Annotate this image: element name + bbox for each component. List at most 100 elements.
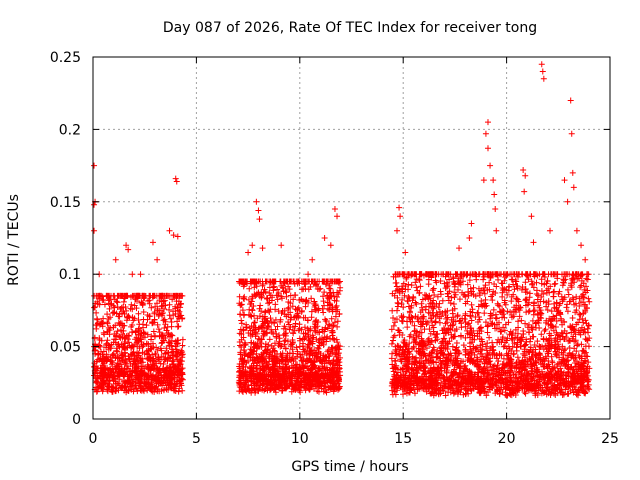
data-point xyxy=(143,322,150,329)
data-point xyxy=(164,323,171,330)
data-point xyxy=(177,300,184,307)
data-point xyxy=(247,346,254,353)
data-point xyxy=(334,323,341,330)
data-point xyxy=(236,311,243,318)
data-point xyxy=(522,320,529,327)
data-point xyxy=(271,283,278,290)
data-point xyxy=(130,317,137,324)
data-point xyxy=(300,286,307,293)
data-point xyxy=(295,304,302,311)
data-point xyxy=(107,292,114,299)
data-point xyxy=(179,371,186,378)
data-point xyxy=(255,388,262,395)
data-point xyxy=(514,354,521,361)
data-point xyxy=(305,327,312,334)
data-point xyxy=(122,379,129,386)
data-point xyxy=(536,325,543,332)
data-point xyxy=(484,329,491,336)
data-point xyxy=(267,386,274,393)
data-point xyxy=(138,299,145,306)
data-point xyxy=(101,301,108,308)
data-point xyxy=(300,314,307,321)
data-point xyxy=(93,309,100,316)
data-point xyxy=(108,369,115,376)
data-point xyxy=(281,341,288,348)
data-point xyxy=(174,318,181,325)
data-point xyxy=(145,297,152,304)
data-point xyxy=(238,320,245,327)
data-point xyxy=(322,317,329,324)
data-point xyxy=(292,323,299,330)
data-point xyxy=(120,327,127,334)
data-point xyxy=(121,373,128,380)
data-point xyxy=(261,328,268,335)
data-point xyxy=(325,347,332,354)
data-point xyxy=(174,340,181,347)
data-point xyxy=(270,278,277,285)
data-point xyxy=(569,314,576,321)
data-point xyxy=(335,378,342,385)
data-point xyxy=(238,301,245,308)
data-point xyxy=(126,355,133,362)
data-point xyxy=(141,334,148,341)
data-point xyxy=(312,369,319,376)
data-point xyxy=(166,306,173,313)
data-point xyxy=(298,296,305,303)
data-point xyxy=(159,380,166,387)
data-point xyxy=(239,388,246,395)
data-point xyxy=(278,352,285,359)
data-point xyxy=(261,387,268,394)
data-point xyxy=(311,347,318,354)
data-point xyxy=(154,307,161,314)
data-point xyxy=(140,309,147,316)
data-point xyxy=(258,351,265,358)
data-point xyxy=(286,321,293,328)
data-point xyxy=(331,297,338,304)
data-point xyxy=(263,295,270,302)
data-point xyxy=(176,385,183,392)
data-point xyxy=(99,323,106,330)
data-point xyxy=(103,340,110,347)
data-point xyxy=(130,388,137,395)
data-point xyxy=(282,345,289,352)
data-point xyxy=(480,276,487,283)
data-point xyxy=(166,339,173,346)
data-point xyxy=(116,321,123,328)
data-point xyxy=(316,329,323,336)
data-point xyxy=(121,292,128,299)
data-point xyxy=(308,295,315,302)
data-point xyxy=(296,372,303,379)
data-point xyxy=(404,324,411,331)
data-point xyxy=(110,324,117,331)
data-point xyxy=(453,339,460,346)
data-point xyxy=(301,348,308,355)
data-point xyxy=(237,302,244,309)
data-point xyxy=(140,329,147,336)
data-point xyxy=(312,307,319,314)
data-point xyxy=(333,302,340,309)
data-point xyxy=(530,308,537,315)
data-point xyxy=(104,337,111,344)
data-point xyxy=(174,371,181,378)
data-point xyxy=(266,290,273,297)
data-point xyxy=(119,334,126,341)
data-point xyxy=(140,385,147,392)
data-point xyxy=(120,298,127,305)
data-point xyxy=(151,292,158,299)
data-point xyxy=(267,306,274,313)
data-point xyxy=(249,293,256,300)
data-point xyxy=(117,320,124,327)
data-point xyxy=(117,326,124,333)
data-point xyxy=(167,315,174,322)
chart-title: Day 087 of 2026, Rate Of TEC Index for r… xyxy=(163,20,537,36)
data-point xyxy=(238,317,245,324)
data-point xyxy=(242,341,249,348)
data-point xyxy=(334,318,341,325)
data-point xyxy=(313,336,320,343)
data-point xyxy=(144,331,151,338)
data-point xyxy=(337,343,344,350)
data-point xyxy=(288,381,295,388)
data-point xyxy=(263,317,270,324)
data-point xyxy=(99,388,106,395)
data-point xyxy=(312,324,319,331)
